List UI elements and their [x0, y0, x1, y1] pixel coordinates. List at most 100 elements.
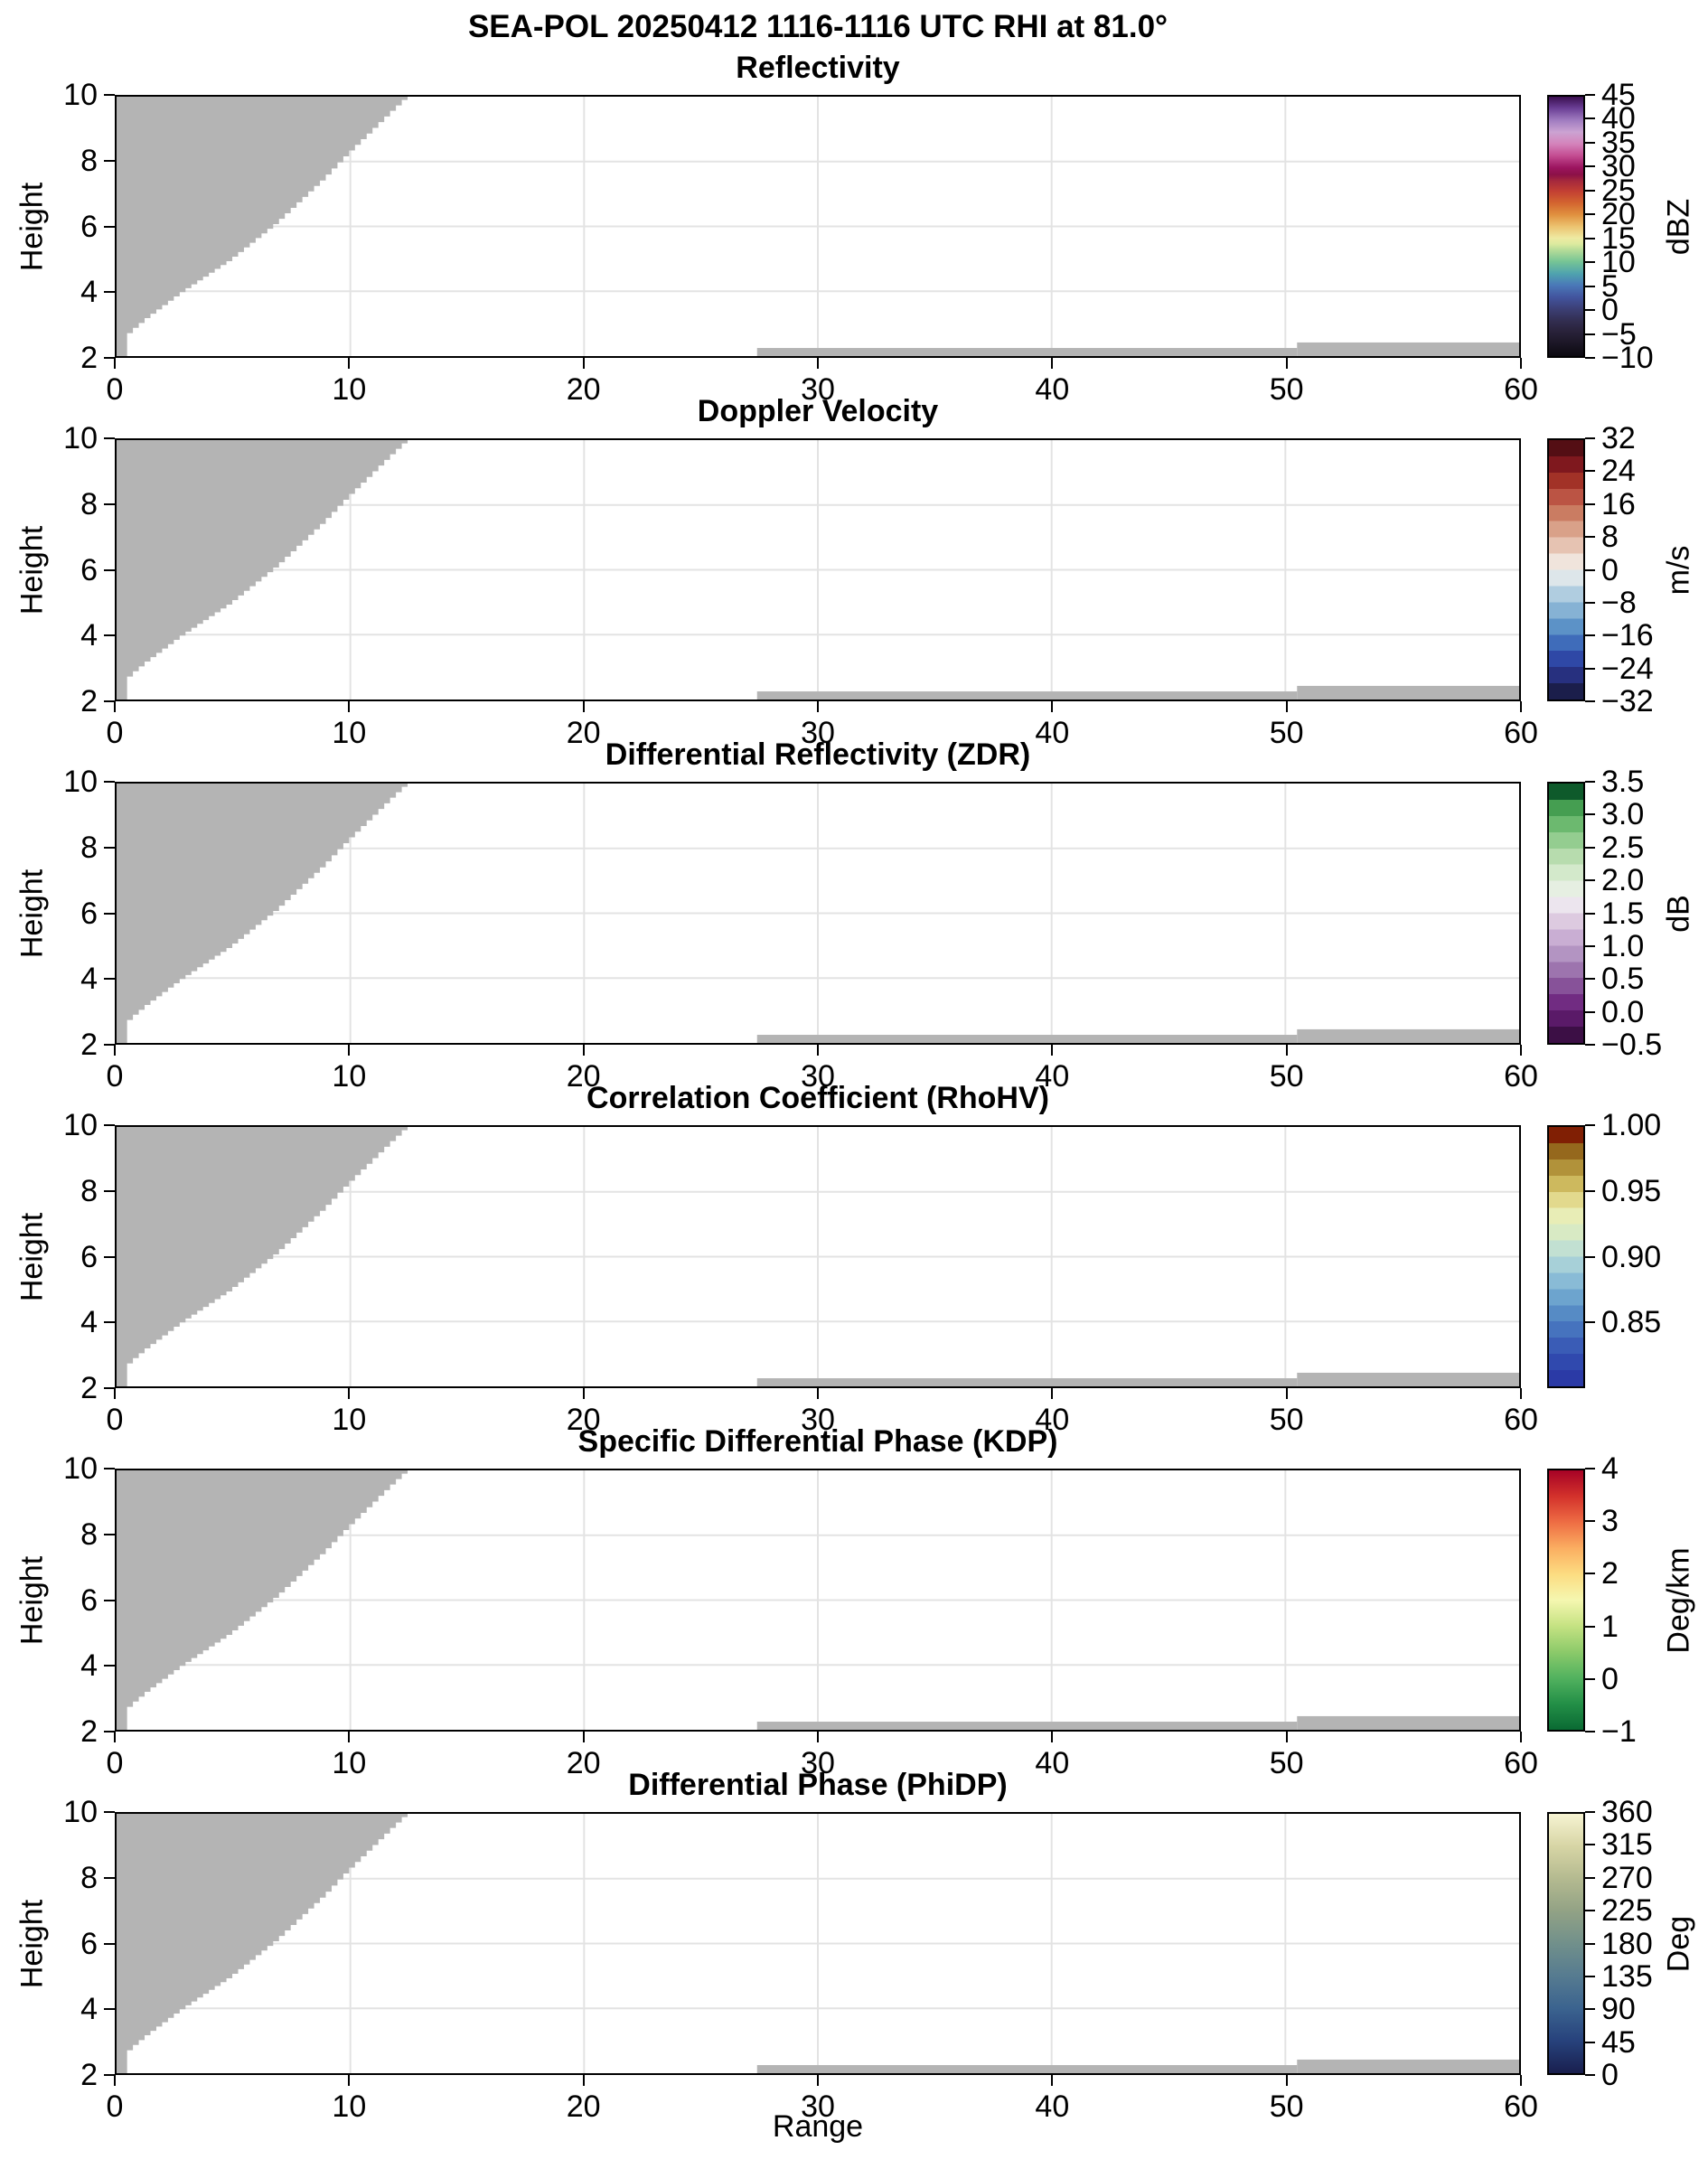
- x-tick-label: 30: [801, 1746, 835, 1780]
- colorbar-tickmark: [1585, 1255, 1595, 1258]
- x-tick-label: 0: [106, 1403, 124, 1437]
- colorbar-unit-label: Deg/km: [1661, 1546, 1696, 1654]
- colorbar-tickmark: [1585, 568, 1595, 571]
- x-tickmark: [1051, 1732, 1054, 1742]
- colorbar-tick-label: 135: [1601, 1958, 1653, 1994]
- y-tickmark: [104, 1731, 115, 1732]
- colorbar-tick-label: 30: [1601, 149, 1636, 184]
- y-tick-label: 8: [80, 1516, 98, 1552]
- low-level-echo-strip: [1297, 1372, 1519, 1386]
- x-tickmark: [582, 2075, 585, 2086]
- colorbar-tickmark: [1585, 165, 1595, 168]
- x-tickmark: [817, 2075, 819, 2086]
- panel-title: Specific Differential Phase (KDP): [577, 1424, 1058, 1459]
- x-tick-label: 0: [106, 372, 124, 407]
- colorbar-tick-label: 360: [1601, 1795, 1653, 1829]
- colorbar-tickmark: [1585, 1044, 1595, 1046]
- x-tick-label: 20: [566, 716, 601, 750]
- x-tick-label: 50: [1269, 1746, 1304, 1780]
- y-tickmark: [104, 159, 115, 162]
- colorbar-tick-label: 45: [1601, 2024, 1636, 2060]
- colorbar-tickmark: [1585, 285, 1595, 287]
- x-tickmark: [1520, 1045, 1522, 1056]
- x-tick-label: 0: [106, 2089, 124, 2124]
- plot-area: [115, 438, 1521, 701]
- blanked-wedge-region: [117, 1470, 414, 1730]
- colorbar-tick-label: −10: [1601, 341, 1654, 375]
- x-tickmark: [348, 358, 351, 369]
- x-tick-label: 30: [801, 372, 835, 407]
- x-tickmark: [582, 1388, 585, 1399]
- colorbar: [1547, 1469, 1585, 1732]
- colorbar: [1547, 95, 1585, 358]
- colorbar-tickmark: [1585, 237, 1595, 239]
- colorbar-tick-label: 225: [1601, 1893, 1653, 1929]
- colorbar-tick-label: 40: [1601, 101, 1636, 136]
- colorbar-tick-label: 32: [1601, 421, 1636, 455]
- colorbar-tickmark: [1585, 117, 1595, 120]
- colorbar-tick-label: 2.0: [1601, 863, 1645, 898]
- x-tick-label: 60: [1504, 716, 1538, 750]
- colorbar-tickmark: [1585, 1321, 1595, 1324]
- colorbar-tickmark: [1585, 1975, 1595, 1977]
- y-tick-label: 8: [80, 1173, 98, 1208]
- colorbar-tickmark: [1585, 333, 1595, 335]
- x-tickmark: [582, 701, 585, 712]
- colorbar-tickmark: [1585, 1520, 1595, 1523]
- colorbar-tickmark: [1585, 502, 1595, 505]
- x-tick-label: 40: [1035, 372, 1070, 407]
- x-tick-label: 20: [566, 372, 601, 407]
- rhi-panel: Correlation Coefficient (RhoHV) Height 2…: [0, 1081, 1708, 1437]
- x-tickmark: [114, 1732, 116, 1742]
- x-tickmark: [1051, 1045, 1054, 1056]
- y-tickmark: [104, 1189, 115, 1192]
- colorbar-tick-label: 0.0: [1601, 994, 1645, 1029]
- colorbar: [1547, 438, 1585, 701]
- colorbar-tick-label: 25: [1601, 173, 1636, 208]
- colorbar-tick-label: 0: [1601, 293, 1619, 328]
- colorbar-tick-label: 270: [1601, 1860, 1653, 1895]
- y-tickmark: [104, 94, 115, 96]
- low-level-echo-strip: [1297, 685, 1519, 700]
- y-tickmark: [104, 1599, 115, 1601]
- x-tickmark: [1285, 1045, 1288, 1056]
- plot-area: [115, 1469, 1521, 1732]
- y-tickmark: [104, 568, 115, 571]
- colorbar-tick-label: 24: [1601, 454, 1636, 489]
- masked-data-region: [117, 97, 1519, 356]
- colorbar-tick-label: 16: [1601, 486, 1636, 521]
- colorbar-tick-label: 0.90: [1601, 1239, 1662, 1274]
- colorbar-tick-label: 2: [1601, 1556, 1619, 1592]
- x-tick-label: 60: [1504, 2089, 1538, 2124]
- colorbar-tickmark: [1585, 601, 1595, 604]
- colorbar-tickmark: [1585, 1010, 1595, 1013]
- x-tickmark: [348, 1732, 351, 1742]
- colorbar-tickmark: [1585, 1677, 1595, 1680]
- colorbar-tick-label: 0.5: [1601, 962, 1645, 997]
- panel-title: Differential Phase (PhiDP): [628, 1768, 1008, 1802]
- x-tickmark: [114, 2075, 116, 2086]
- plot-area: [115, 1812, 1521, 2075]
- x-tickmark: [348, 1388, 351, 1399]
- x-tickmark: [114, 701, 116, 712]
- y-tick-label: 8: [80, 143, 98, 178]
- colorbar-tickmark: [1585, 846, 1595, 849]
- colorbar-tickmark: [1585, 944, 1595, 947]
- colorbar-tickmark: [1585, 141, 1595, 144]
- colorbar-tickmark: [1585, 357, 1595, 359]
- y-tickmark: [104, 502, 115, 505]
- low-level-echo-strip: [756, 348, 1298, 356]
- colorbar-tick-label: 3.5: [1601, 765, 1645, 799]
- colorbar-tick-label: 4: [1601, 1451, 1619, 1486]
- y-tick-label: 4: [80, 962, 98, 997]
- x-tick-label: 30: [801, 1059, 835, 1094]
- colorbar-tick-label: 0.95: [1601, 1173, 1662, 1208]
- colorbar-tickmark: [1585, 1844, 1595, 1846]
- y-tick-label: 8: [80, 830, 98, 865]
- colorbar-unit-label: dB: [1661, 894, 1696, 933]
- colorbar-tickmark: [1585, 1625, 1595, 1628]
- y-tick-label: 4: [80, 1992, 98, 2027]
- y-tick-label: 6: [80, 552, 98, 587]
- colorbar-tickmark: [1585, 1124, 1595, 1126]
